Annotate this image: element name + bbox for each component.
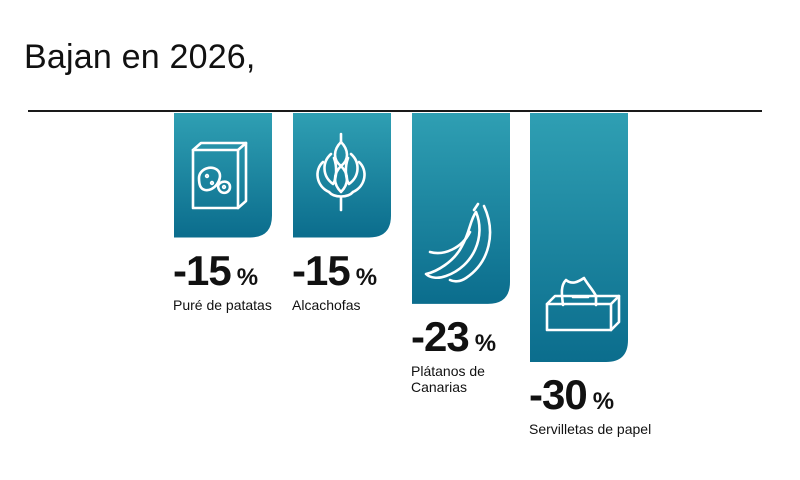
value-unit: %: [355, 263, 378, 291]
category-label: Servilletas de papel: [529, 421, 652, 437]
value-number: -30: [529, 371, 588, 418]
value-number: -15: [173, 246, 232, 294]
value-label: -30%: [529, 374, 614, 423]
value-unit: %: [592, 388, 615, 415]
value-number: -15: [292, 246, 351, 294]
value-number: -23: [411, 312, 470, 360]
value-unit: %: [474, 329, 497, 357]
bar: [293, 113, 391, 238]
banana-icon: [424, 202, 492, 283]
category-label: Alcachofas: [292, 296, 361, 313]
value-label: -15%: [173, 246, 259, 299]
value-label: -23%: [411, 312, 497, 365]
artichoke-icon: [316, 132, 366, 212]
category-label: Puré de patatas: [173, 296, 272, 313]
value-unit: %: [236, 263, 259, 291]
bar: [174, 113, 272, 238]
value-label: -15%: [292, 246, 378, 299]
category-label: Plátanos de Canarias: [411, 362, 485, 395]
baseline-divider: [28, 110, 762, 112]
bar: [530, 113, 628, 362]
chart-title: Bajan en 2026,: [24, 38, 256, 76]
potato-box-icon: [191, 141, 248, 210]
tissue-box-icon: [545, 276, 621, 332]
